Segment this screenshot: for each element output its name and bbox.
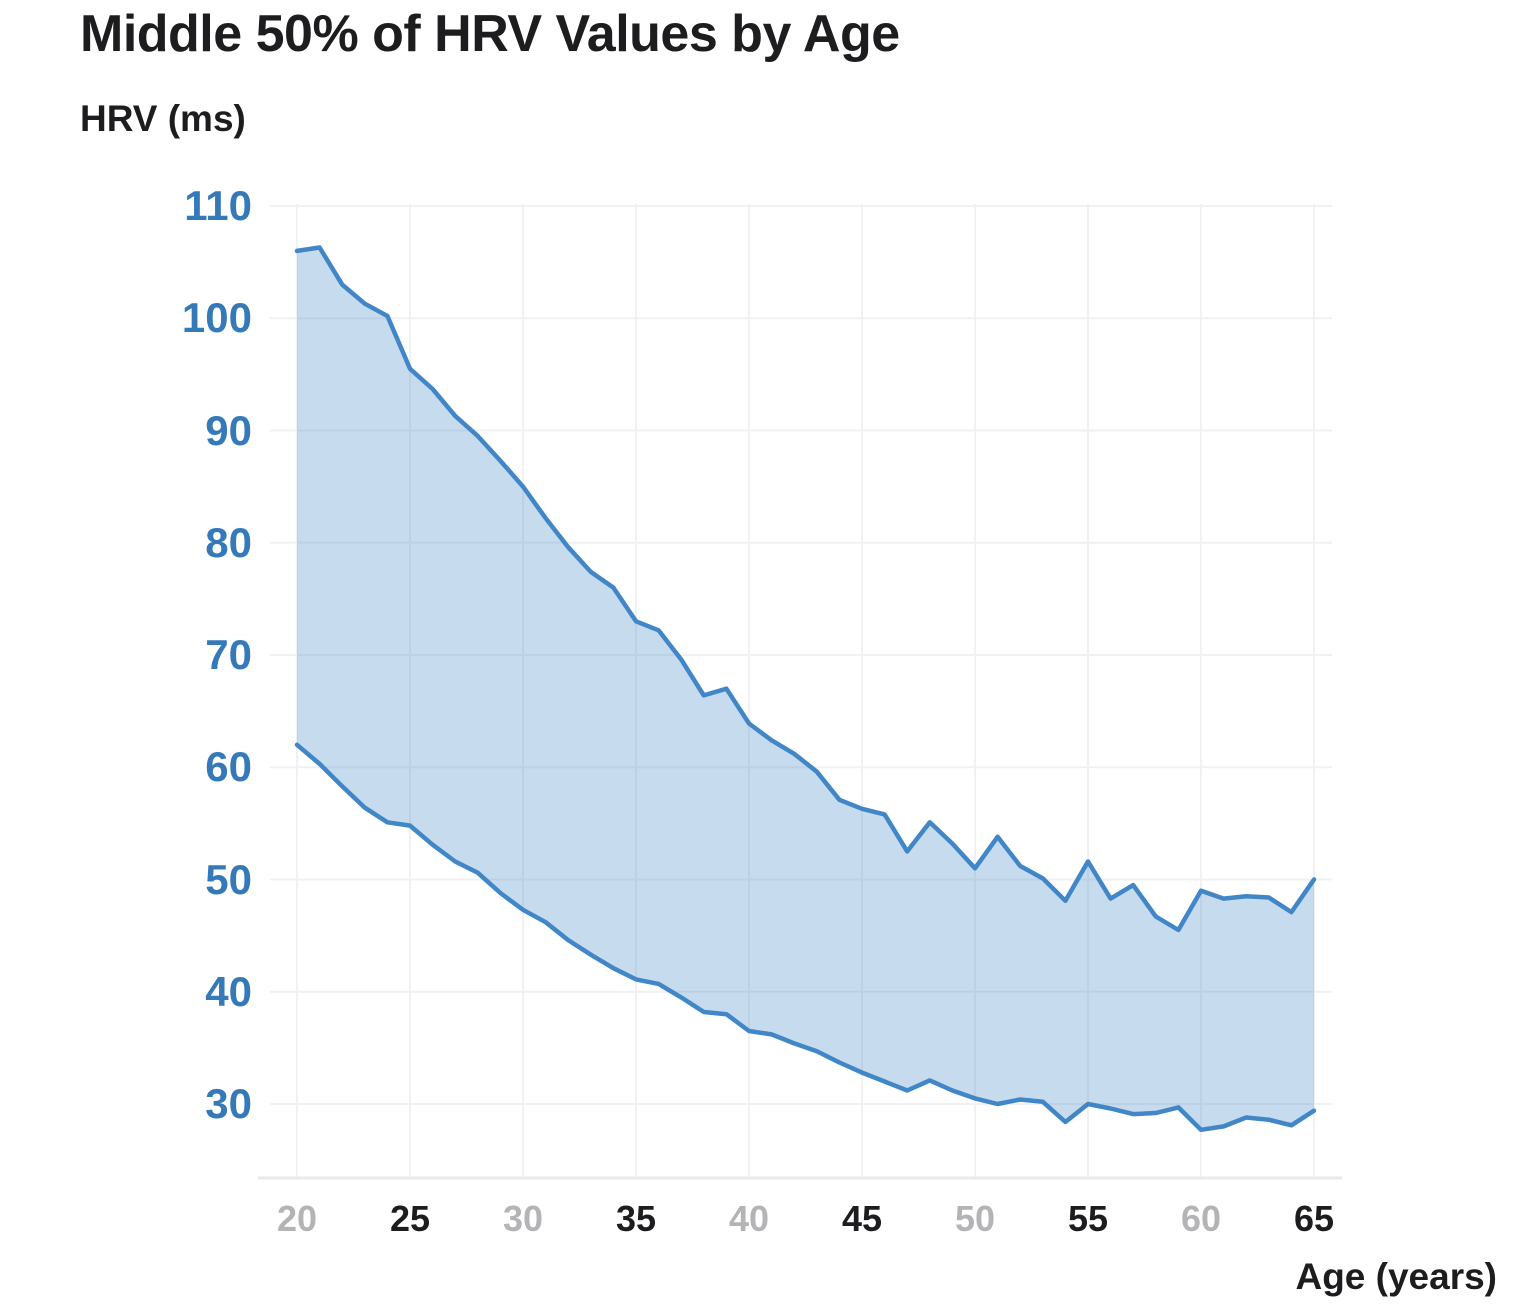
y-tick-label-100: 100 bbox=[181, 294, 252, 342]
x-tick-label-60: 60 bbox=[1180, 1198, 1222, 1239]
y-tick-label-110: 110 bbox=[184, 182, 252, 229]
lower-quartile-line bbox=[294, 742, 1317, 1133]
y-tick-label-30: 30 bbox=[205, 1080, 252, 1127]
x-tick-label-20: 20 bbox=[276, 1198, 318, 1239]
chart-title: Middle 50% of HRV Values by Age bbox=[80, 5, 900, 63]
y-tick-label-40: 40 bbox=[205, 967, 252, 1015]
x-tick-label-25: 25 bbox=[389, 1198, 431, 1239]
y-tick-label-50: 50 bbox=[205, 855, 252, 903]
x-axis-title: Age (years) bbox=[1295, 1256, 1497, 1297]
x-tick-label-40: 40 bbox=[728, 1198, 770, 1239]
y-tick-label-80: 80 bbox=[205, 518, 252, 566]
y-tick-label-90: 90 bbox=[205, 406, 252, 454]
x-tick-label-35: 35 bbox=[615, 1198, 657, 1239]
x-tick-label-50: 50 bbox=[954, 1198, 996, 1239]
iqr-band bbox=[297, 247, 1314, 1130]
x-tick-label-45: 45 bbox=[841, 1198, 883, 1239]
x-tick-label-30: 30 bbox=[502, 1198, 544, 1239]
y-axis-title: HRV (ms) bbox=[80, 98, 246, 139]
y-tick-label-70: 70 bbox=[205, 631, 252, 678]
x-tick-label-55: 55 bbox=[1067, 1198, 1109, 1239]
upper-quartile-line bbox=[294, 245, 1317, 933]
x-tick-label-65: 65 bbox=[1293, 1198, 1335, 1239]
y-tick-label-60: 60 bbox=[205, 743, 252, 791]
